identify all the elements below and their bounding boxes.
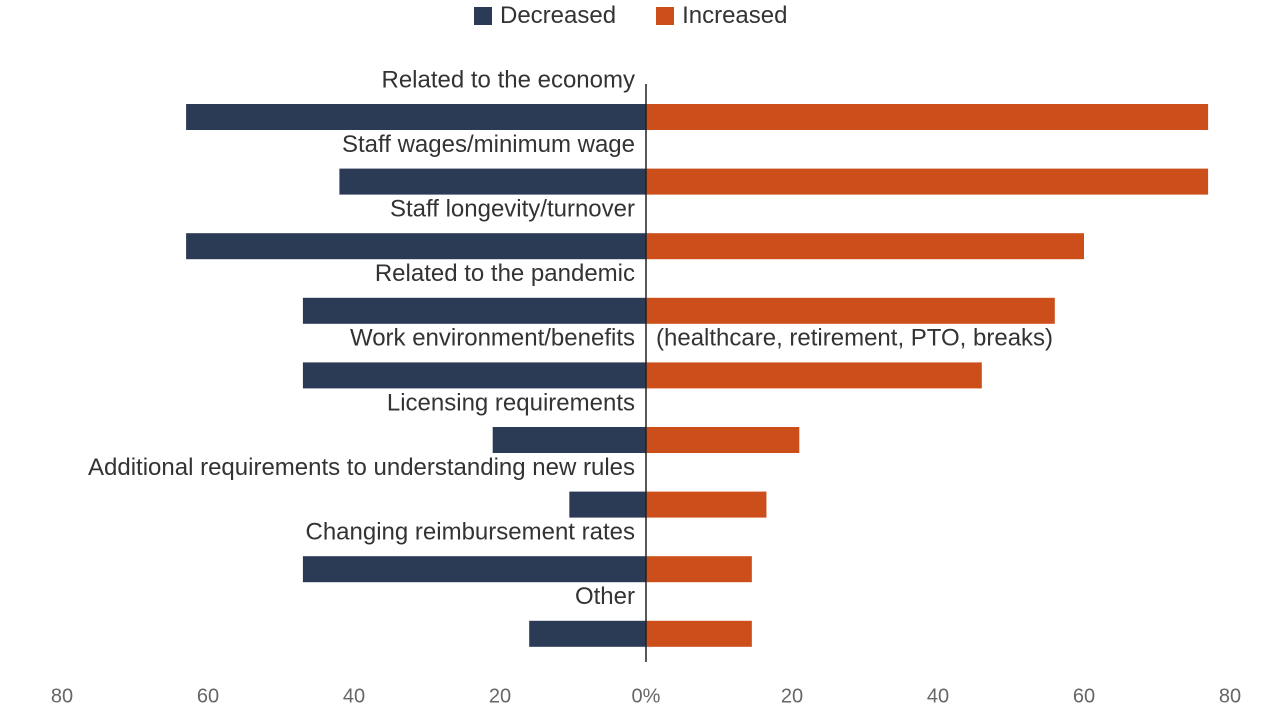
bar-decreased: [302, 362, 646, 389]
bar-increased: [646, 233, 1084, 260]
bar-decreased: [186, 104, 646, 130]
category-label: Work environment/benefits: [350, 325, 635, 352]
chart-legend: Decreased Increased: [474, 2, 827, 30]
bar-decreased: [569, 491, 646, 518]
category-label: Related to the pandemic: [375, 260, 635, 287]
x-tick-label: 60: [1073, 685, 1095, 707]
bar-increased: [646, 104, 1209, 130]
category-label: Related to the economy: [382, 66, 636, 93]
bar-increased: [646, 620, 752, 647]
category-label: Staff wages/minimum wage: [342, 131, 635, 158]
x-tick-label: 0%: [632, 685, 661, 707]
category-note: (healthcare, retirement, PTO, breaks): [656, 325, 1053, 352]
x-tick-label: 60: [197, 685, 219, 707]
category-label: Staff longevity/turnover: [390, 196, 635, 223]
bar-increased: [646, 556, 752, 583]
x-tick-label: 20: [489, 685, 511, 707]
legend-swatch-decreased: [474, 7, 492, 25]
category-label: Other: [575, 583, 635, 610]
x-tick-label: 80: [51, 685, 73, 707]
legend-item-increased: Increased: [656, 2, 787, 30]
x-tick-label: 80: [1219, 685, 1241, 707]
category-label: Licensing requirements: [387, 389, 635, 416]
bar-decreased: [302, 297, 646, 324]
bar-decreased: [186, 233, 646, 260]
bar-decreased: [529, 620, 646, 647]
bar-decreased: [302, 556, 646, 583]
legend-label-decreased: Decreased: [500, 2, 617, 29]
bar-increased: [646, 427, 800, 453]
bar-increased: [646, 168, 1209, 195]
category-label: Changing reimbursement rates: [306, 519, 636, 546]
bar-decreased: [339, 168, 646, 195]
bar-increased: [646, 491, 767, 518]
legend-swatch-increased: [656, 7, 675, 25]
legend-item-decreased: Decreased: [474, 2, 616, 30]
bar-increased: [646, 297, 1055, 324]
bar-increased: [646, 362, 982, 389]
legend-label-increased: Increased: [682, 2, 788, 29]
x-tick-label: 40: [927, 685, 949, 707]
category-label: Additional requirements to understanding…: [88, 454, 635, 481]
x-tick-label: 20: [781, 685, 803, 707]
bar-decreased: [492, 427, 646, 453]
x-tick-label: 40: [343, 685, 365, 707]
